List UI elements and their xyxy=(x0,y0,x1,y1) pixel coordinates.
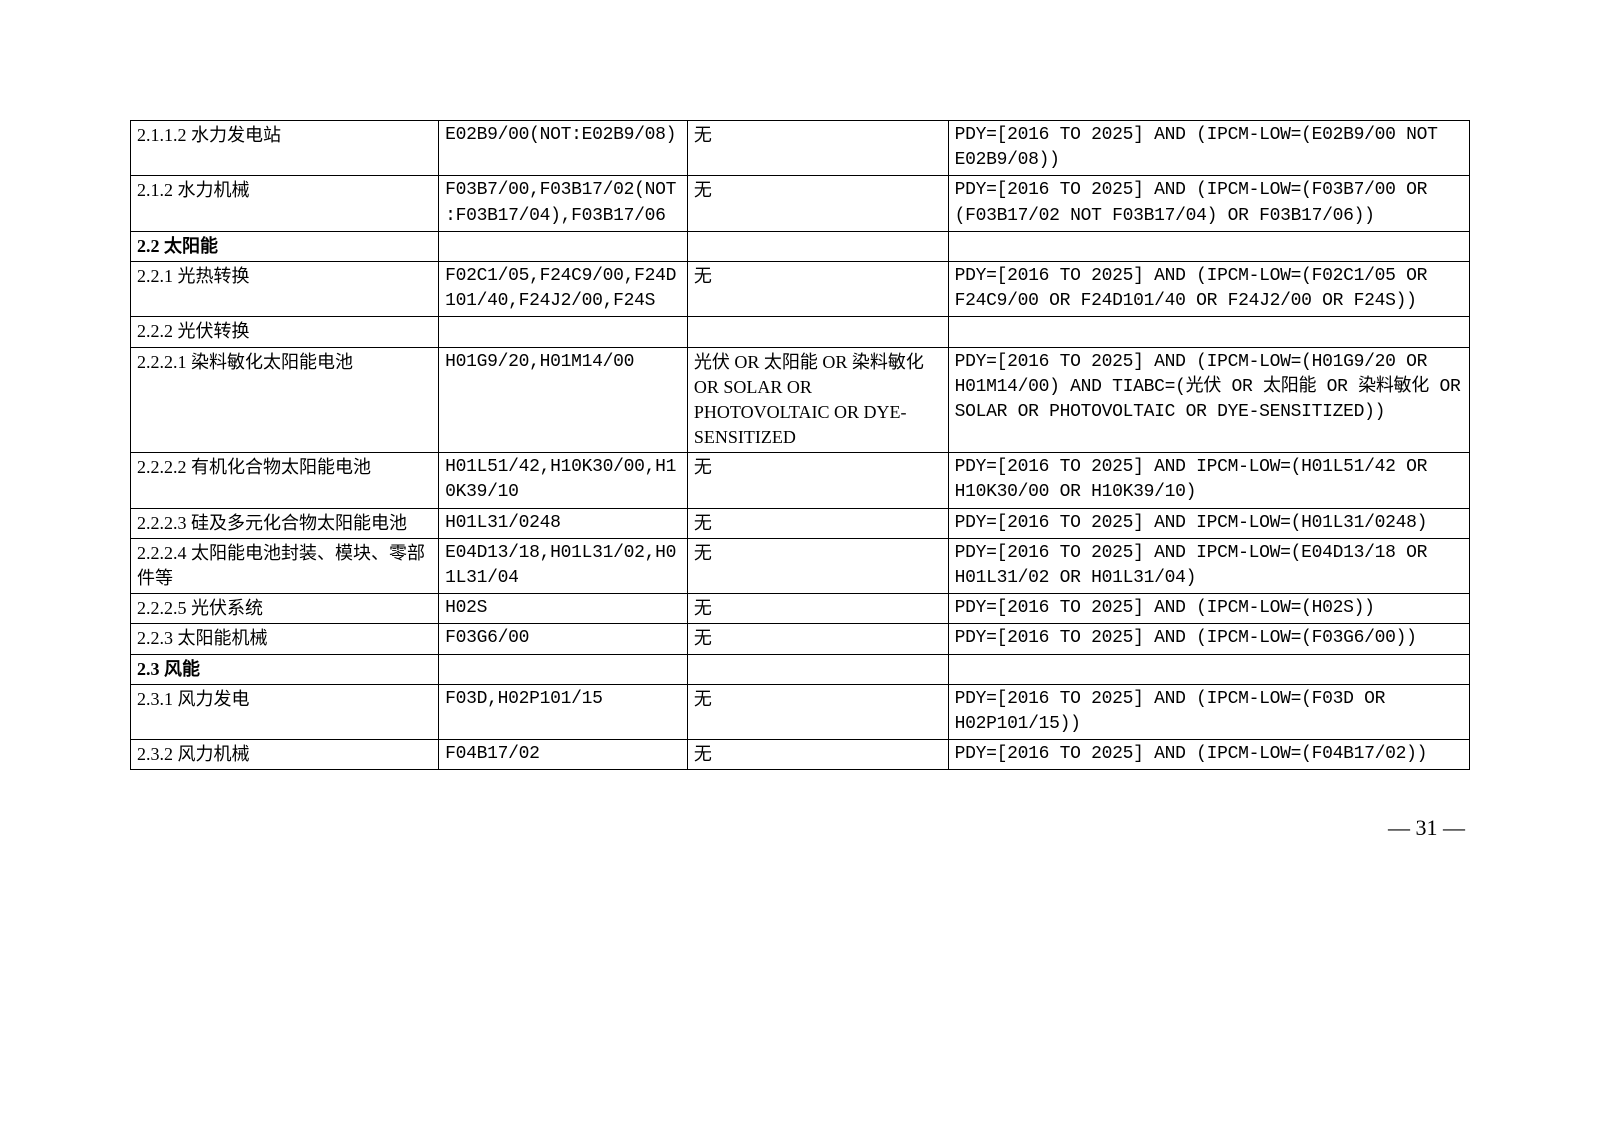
cell-ipc: H01G9/20,H01M14/00 xyxy=(439,347,688,453)
cell-topic: 2.2.2.1 染料敏化太阳能电池 xyxy=(131,347,439,453)
table-row: 2.2.2 光伏转换 xyxy=(131,317,1470,347)
cell-ipc: F04B17/02 xyxy=(439,740,688,770)
table-body: 2.1.1.2 水力发电站E02B9/00(NOT:E02B9/08)无PDY=… xyxy=(131,121,1470,770)
cell-query: PDY=[2016 TO 2025] AND IPCM-LOW=(E04D13/… xyxy=(948,538,1469,593)
cell-topic: 2.2.2.4 太阳能电池封装、模块、零部件等 xyxy=(131,538,439,593)
cell-ipc: H01L51/42,H10K30/00,H10K39/10 xyxy=(439,453,688,508)
classification-table: 2.1.1.2 水力发电站E02B9/00(NOT:E02B9/08)无PDY=… xyxy=(130,120,1470,770)
cell-topic: 2.2.2.5 光伏系统 xyxy=(131,594,439,624)
table-row: 2.2.2.3 硅及多元化合物太阳能电池H01L31/0248无PDY=[201… xyxy=(131,508,1470,538)
cell-query: PDY=[2016 TO 2025] AND (IPCM-LOW=(F03G6/… xyxy=(948,624,1469,654)
cell-query xyxy=(948,231,1469,261)
cell-ipc: F03G6/00 xyxy=(439,624,688,654)
table-row: 2.2.2.2 有机化合物太阳能电池H01L51/42,H10K30/00,H1… xyxy=(131,453,1470,508)
cell-query: PDY=[2016 TO 2025] AND IPCM-LOW=(H01L31/… xyxy=(948,508,1469,538)
cell-ipc: F03D,H02P101/15 xyxy=(439,684,688,739)
table-row: 2.2.3 太阳能机械F03G6/00无PDY=[2016 TO 2025] A… xyxy=(131,624,1470,654)
cell-keywords: 无 xyxy=(687,453,948,508)
table-row: 2.1.1.2 水力发电站E02B9/00(NOT:E02B9/08)无PDY=… xyxy=(131,121,1470,176)
cell-query: PDY=[2016 TO 2025] AND (IPCM-LOW=(H01G9/… xyxy=(948,347,1469,453)
cell-keywords: 无 xyxy=(687,624,948,654)
cell-topic: 2.1.2 水力机械 xyxy=(131,176,439,231)
cell-ipc: H02S xyxy=(439,594,688,624)
cell-query: PDY=[2016 TO 2025] AND (IPCM-LOW=(F04B17… xyxy=(948,740,1469,770)
cell-keywords: 无 xyxy=(687,740,948,770)
cell-keywords xyxy=(687,654,948,684)
cell-topic: 2.2.2.2 有机化合物太阳能电池 xyxy=(131,453,439,508)
cell-keywords: 无 xyxy=(687,684,948,739)
cell-query: PDY=[2016 TO 2025] AND (IPCM-LOW=(H02S)) xyxy=(948,594,1469,624)
cell-topic: 2.2.1 光热转换 xyxy=(131,261,439,316)
cell-keywords: 无 xyxy=(687,508,948,538)
cell-ipc: H01L31/0248 xyxy=(439,508,688,538)
cell-ipc xyxy=(439,317,688,347)
cell-query: PDY=[2016 TO 2025] AND IPCM-LOW=(H01L51/… xyxy=(948,453,1469,508)
cell-topic: 2.3.2 风力机械 xyxy=(131,740,439,770)
cell-query: PDY=[2016 TO 2025] AND (IPCM-LOW=(F02C1/… xyxy=(948,261,1469,316)
cell-keywords: 无 xyxy=(687,121,948,176)
cell-ipc: F02C1/05,F24C9/00,F24D101/40,F24J2/00,F2… xyxy=(439,261,688,316)
cell-ipc xyxy=(439,654,688,684)
cell-topic: 2.2 太阳能 xyxy=(131,231,439,261)
table-row: 2.1.2 水力机械F03B7/00,F03B17/02(NOT:F03B17/… xyxy=(131,176,1470,231)
cell-query xyxy=(948,654,1469,684)
cell-topic: 2.1.1.2 水力发电站 xyxy=(131,121,439,176)
table-row: 2.3.1 风力发电F03D,H02P101/15无PDY=[2016 TO 2… xyxy=(131,684,1470,739)
page: 2.1.1.2 水力发电站E02B9/00(NOT:E02B9/08)无PDY=… xyxy=(0,0,1600,1131)
cell-query: PDY=[2016 TO 2025] AND (IPCM-LOW=(F03D O… xyxy=(948,684,1469,739)
table-row: 2.2.2.4 太阳能电池封装、模块、零部件等E04D13/18,H01L31/… xyxy=(131,538,1470,593)
table-row: 2.2 太阳能 xyxy=(131,231,1470,261)
table-row: 2.2.2.5 光伏系统H02S无PDY=[2016 TO 2025] AND … xyxy=(131,594,1470,624)
cell-ipc xyxy=(439,231,688,261)
cell-ipc: F03B7/00,F03B17/02(NOT:F03B17/04),F03B17… xyxy=(439,176,688,231)
cell-topic: 2.2.2.3 硅及多元化合物太阳能电池 xyxy=(131,508,439,538)
cell-topic: 2.3.1 风力发电 xyxy=(131,684,439,739)
cell-keywords: 无 xyxy=(687,594,948,624)
cell-topic: 2.2.3 太阳能机械 xyxy=(131,624,439,654)
page-number: — 31 — xyxy=(1388,815,1465,841)
cell-ipc: E04D13/18,H01L31/02,H01L31/04 xyxy=(439,538,688,593)
cell-query: PDY=[2016 TO 2025] AND (IPCM-LOW=(E02B9/… xyxy=(948,121,1469,176)
table-row: 2.2.2.1 染料敏化太阳能电池H01G9/20,H01M14/00光伏 OR… xyxy=(131,347,1470,453)
table-row: 2.2.1 光热转换F02C1/05,F24C9/00,F24D101/40,F… xyxy=(131,261,1470,316)
cell-topic: 2.2.2 光伏转换 xyxy=(131,317,439,347)
cell-keywords xyxy=(687,317,948,347)
cell-ipc: E02B9/00(NOT:E02B9/08) xyxy=(439,121,688,176)
cell-keywords: 光伏 OR 太阳能 OR 染料敏化 OR SOLAR OR PHOTOVOLTA… xyxy=(687,347,948,453)
cell-topic: 2.3 风能 xyxy=(131,654,439,684)
cell-keywords xyxy=(687,231,948,261)
cell-query xyxy=(948,317,1469,347)
cell-keywords: 无 xyxy=(687,538,948,593)
table-row: 2.3 风能 xyxy=(131,654,1470,684)
table-row: 2.3.2 风力机械F04B17/02无PDY=[2016 TO 2025] A… xyxy=(131,740,1470,770)
cell-keywords: 无 xyxy=(687,176,948,231)
cell-keywords: 无 xyxy=(687,261,948,316)
cell-query: PDY=[2016 TO 2025] AND (IPCM-LOW=(F03B7/… xyxy=(948,176,1469,231)
